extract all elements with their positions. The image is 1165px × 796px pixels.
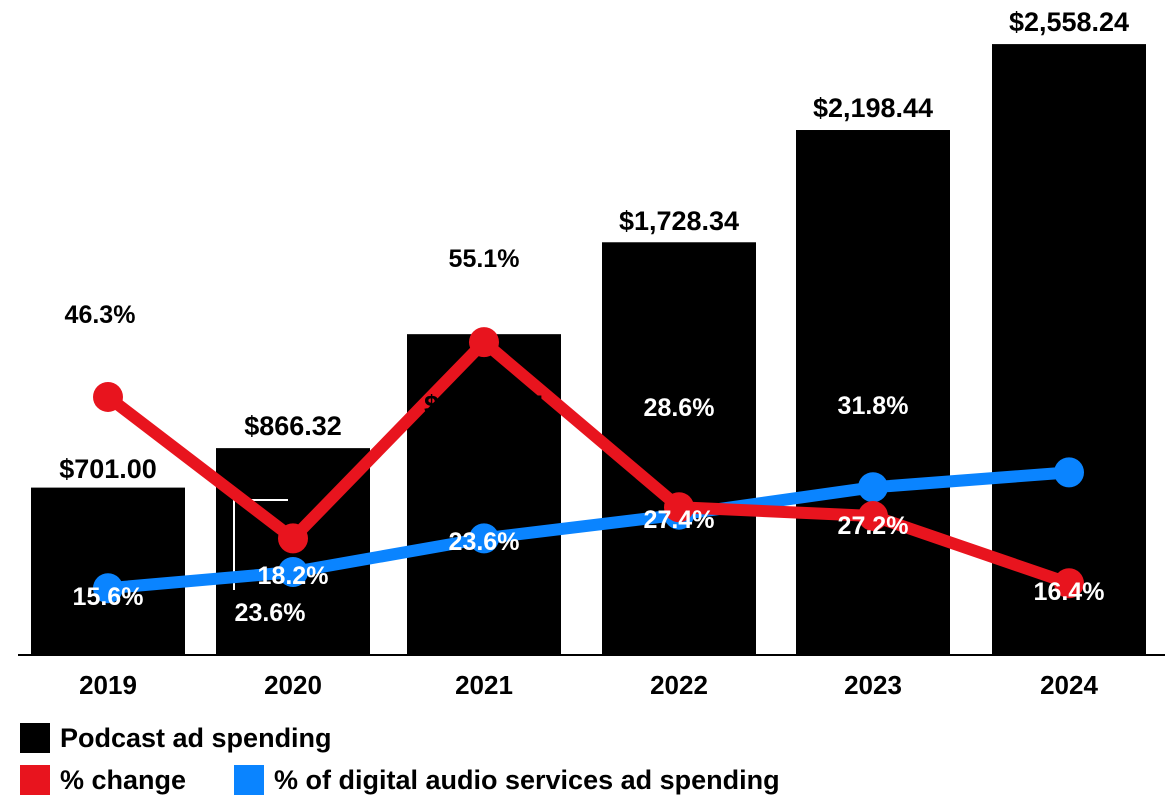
bar-2019	[31, 487, 185, 655]
digital-audio-share-label-2022: 27.4%	[644, 506, 715, 534]
percent-change-label-2020: 23.6%	[235, 599, 306, 627]
x-tick-label-2019: 2019	[79, 670, 137, 700]
percent-change-point-2022	[664, 492, 694, 523]
percent-change-point-2023	[858, 500, 888, 531]
legend-label-podcast-ad-spending: Podcast ad spending	[60, 723, 332, 753]
x-tick-label-2022: 2022	[650, 670, 708, 700]
bars-layer	[31, 44, 1146, 656]
bar-2023	[796, 130, 950, 656]
legend-swatch-percent-change	[20, 765, 50, 795]
legend-label-percent-change: % change	[60, 765, 186, 795]
bar-value-label-2024: $2,558.24	[1009, 7, 1129, 37]
bar-2022	[602, 242, 756, 656]
bar-value-label-2023: $2,198.44	[813, 93, 933, 123]
x-tick-label-2020: 2020	[264, 670, 322, 700]
percent-change-label-2024: 16.4%	[1034, 578, 1105, 606]
digital-audio-share-label-2024: 34.2%	[1034, 383, 1105, 411]
percent-change-label-2021: 55.1%	[449, 245, 520, 273]
x-tick-label-2023: 2023	[844, 670, 902, 700]
x-tick-label-2024: 2024	[1040, 670, 1098, 700]
digital-audio-share-label-2020: 18.2%	[258, 562, 329, 590]
bar-value-label-2019: $701.00	[59, 454, 157, 484]
digital-audio-share-point-2020	[278, 557, 308, 588]
bar-2024	[992, 44, 1146, 656]
legend: Podcast ad spending % change % of digital …	[20, 723, 780, 795]
legend-swatch-podcast-ad-spending	[20, 723, 50, 753]
digital-audio-share-label-2023: 31.8%	[838, 392, 909, 420]
digital-audio-share-point-2019	[93, 573, 123, 604]
percent-change-point-2024	[1054, 568, 1084, 599]
digital-audio-share-point-2024	[1054, 457, 1084, 488]
percent-change-point-2019	[93, 381, 123, 412]
legend-swatch-digital-audio-share	[234, 765, 264, 795]
percent-change-point-2020	[278, 523, 308, 554]
percent-change-line	[102, 336, 1075, 590]
percent-change-label-2022: 28.6%	[644, 394, 715, 422]
x-tick-label-2021: 2021	[455, 670, 513, 700]
bar-value-label-2021: $1,343.54	[424, 390, 544, 420]
percent-change-label-2019: 46.3%	[65, 301, 136, 329]
digital-audio-share-label-2019: 15.6%	[73, 583, 144, 611]
x-axis-tick-labels: 2019 2020 2021 2022 2023 2024	[79, 670, 1098, 700]
legend-label-digital-audio-share: % of digital audio services ad spending	[274, 765, 780, 795]
digital-audio-share-point-2021	[469, 523, 499, 554]
lines-layer	[93, 327, 1084, 604]
percent-change-point-2021	[469, 327, 499, 358]
data-labels-layer: $701.00 $866.32 $1,343.54 $1,728.34 $2,198.4…	[59, 7, 1129, 627]
digital-audio-share-line	[102, 466, 1075, 595]
bar-value-label-2022: $1,728.34	[619, 206, 739, 236]
digital-audio-share-label-2021: 23.6%	[449, 528, 520, 556]
bar-value-label-2020: $866.32	[244, 411, 342, 441]
percent-change-label-2023: 27.2%	[838, 512, 909, 540]
digital-audio-share-point-2023	[858, 472, 888, 503]
